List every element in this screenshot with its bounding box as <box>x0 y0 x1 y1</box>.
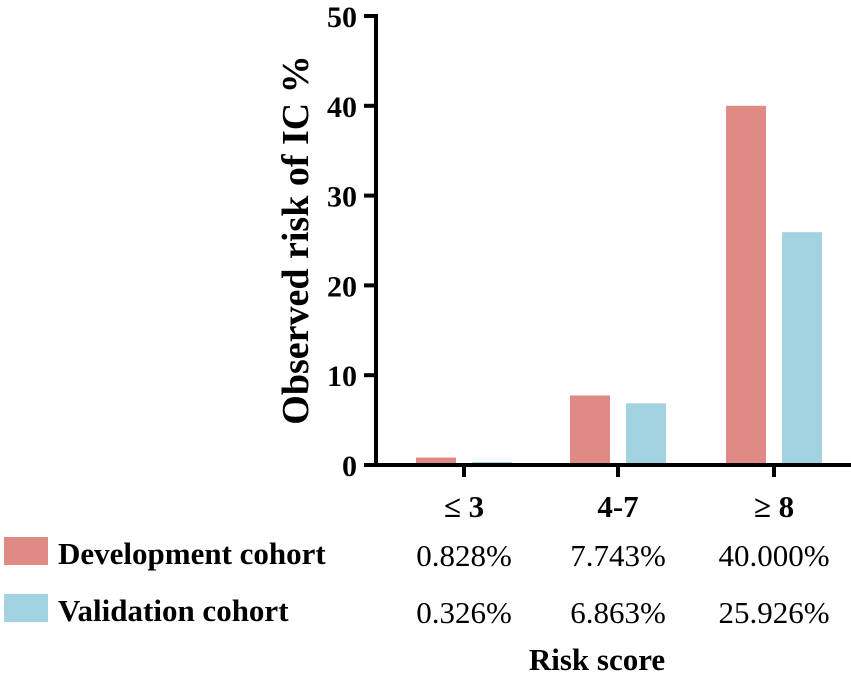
y-tick-label-3: 30 <box>327 181 357 214</box>
bar-development-2 <box>726 105 766 466</box>
bar-development-0 <box>416 457 456 465</box>
y-tick-label-2: 20 <box>327 270 357 303</box>
table-value-1-2: 25.926% <box>718 595 829 630</box>
bars <box>416 105 822 466</box>
plot-area: 0 10 20 30 40 50 ≤ 3 4-7 ≥ 8 <box>327 1 851 524</box>
y-tick-label-0: 0 <box>342 450 357 483</box>
x-tick-label-2: ≥ 8 <box>754 489 794 524</box>
legend-swatch-0 <box>4 537 48 565</box>
legend-table: Development cohort 0.828% 7.743% 40.000% Val… <box>4 536 830 630</box>
y-tick-label-1: 10 <box>327 360 357 393</box>
x-axis-label: Risk score <box>529 642 665 677</box>
x-axis-ticks: ≤ 3 4-7 ≥ 8 <box>444 465 794 524</box>
bar-validation-2 <box>782 232 822 465</box>
legend-label-0: Development cohort <box>58 536 326 571</box>
bar-validation-1 <box>626 403 666 465</box>
x-tick-label-0: ≤ 3 <box>444 489 484 524</box>
bar-development-1 <box>570 395 610 465</box>
y-axis-label: Observed risk of IC % <box>275 55 317 424</box>
x-tick-label-1: 4-7 <box>597 489 638 524</box>
table-value-1-1: 6.863% <box>570 595 666 630</box>
legend-label-1: Validation cohort <box>58 593 289 628</box>
y-tick-label-4: 40 <box>327 91 357 124</box>
table-value-0-1: 7.743% <box>570 538 666 573</box>
table-value-0-2: 40.000% <box>718 538 829 573</box>
legend-swatch-1 <box>4 594 48 622</box>
y-tick-label-5: 50 <box>327 1 357 34</box>
y-axis-ticks: 0 10 20 30 40 50 <box>327 1 376 483</box>
table-value-0-0: 0.828% <box>416 538 512 573</box>
table-value-1-0: 0.326% <box>416 595 512 630</box>
